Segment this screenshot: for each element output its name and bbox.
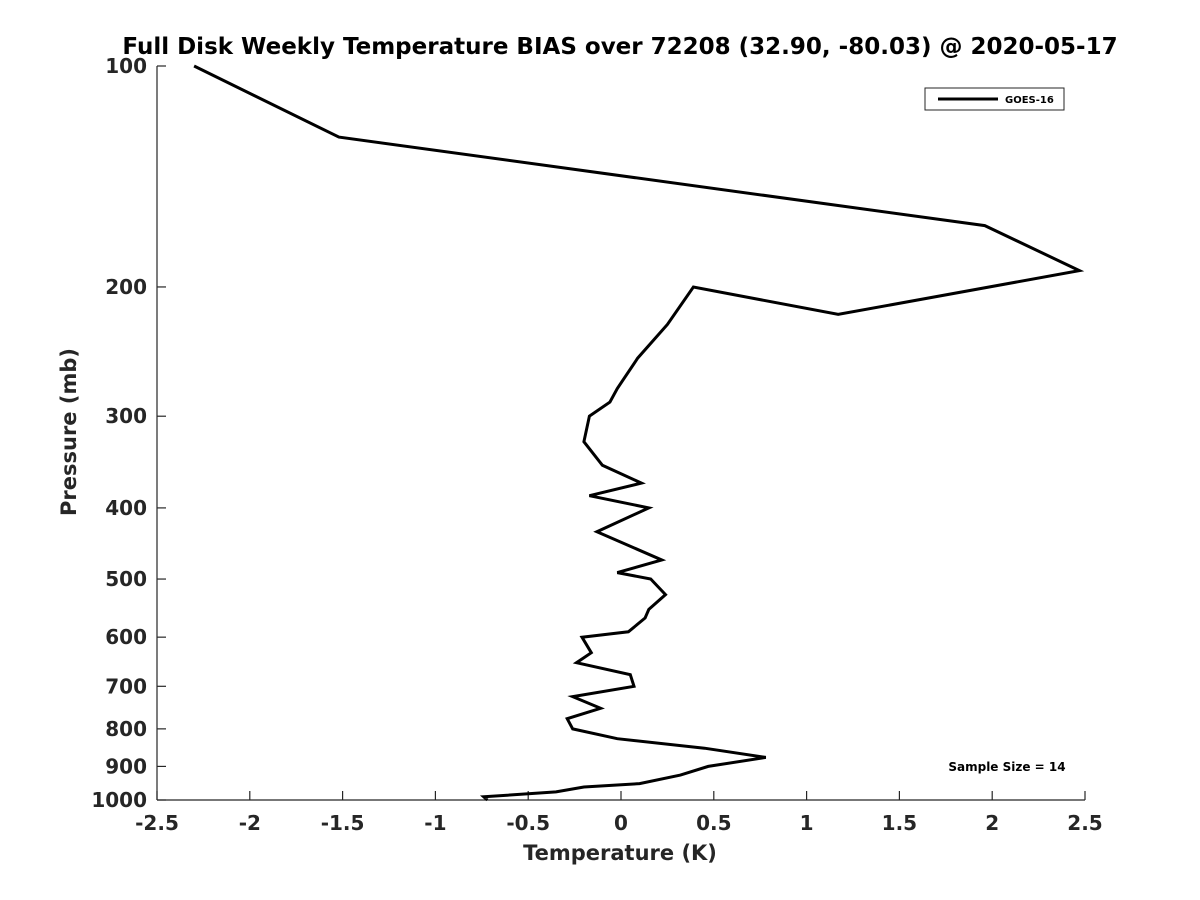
chart-title: Full Disk Weekly Temperature BIAS over 7… <box>122 34 1117 60</box>
legend-label: GOES-16 <box>1005 95 1054 106</box>
y-tick-label: 800 <box>105 717 147 741</box>
x-axis-label: Temperature (K) <box>523 841 717 865</box>
x-tick-label: 0.5 <box>696 811 731 835</box>
y-axis-label: Pressure (mb) <box>57 348 81 516</box>
x-tick-label: -2.5 <box>135 811 179 835</box>
legend: GOES-16 <box>924 87 1065 111</box>
y-tick-label: 400 <box>105 496 147 520</box>
x-tick-label: 1 <box>800 811 814 835</box>
y-tick-label: 500 <box>105 567 147 591</box>
series-line <box>193 64 1085 802</box>
y-tick-label: 700 <box>105 674 147 698</box>
x-tick-label: -1.5 <box>321 811 365 835</box>
x-tick-label: 1.5 <box>882 811 917 835</box>
y-tick-label: 900 <box>105 754 147 778</box>
plot-area: -2.5 -2 -1.5 -1 -0.5 0 0.5 1 1.5 2 2.5 100 200 300 400… <box>91 54 1102 835</box>
y-tick-label: 1000 <box>91 788 147 812</box>
y-tick-label: 200 <box>105 275 147 299</box>
x-tick-label: 0 <box>614 811 628 835</box>
y-tick-label: 100 <box>105 54 147 78</box>
x-tick-label: -1 <box>424 811 446 835</box>
x-tick-label: -0.5 <box>506 811 550 835</box>
y-tick-label: 600 <box>105 625 147 649</box>
x-tick-label: -2 <box>239 811 261 835</box>
data-lines <box>193 64 1085 802</box>
x-tick-label: 2 <box>985 811 999 835</box>
sample-size-annotation: Sample Size = 14 <box>948 760 1065 774</box>
y-tick-label: 300 <box>105 404 147 428</box>
x-tick-label: 2.5 <box>1067 811 1102 835</box>
